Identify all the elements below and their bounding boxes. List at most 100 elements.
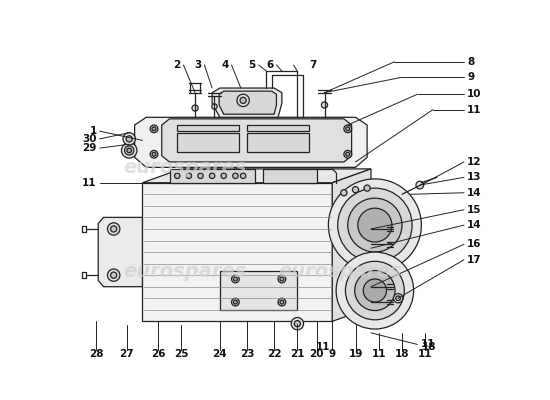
Polygon shape bbox=[162, 119, 351, 162]
Text: 15: 15 bbox=[467, 205, 482, 215]
Circle shape bbox=[353, 186, 359, 193]
Polygon shape bbox=[142, 169, 371, 183]
Bar bbox=[169, 169, 255, 183]
Text: 14: 14 bbox=[467, 220, 482, 230]
Circle shape bbox=[122, 143, 137, 158]
Text: 13: 13 bbox=[467, 172, 482, 182]
Circle shape bbox=[232, 298, 239, 306]
Text: 26: 26 bbox=[151, 349, 165, 359]
Circle shape bbox=[192, 105, 198, 111]
Text: 9: 9 bbox=[329, 349, 336, 359]
Text: 23: 23 bbox=[240, 349, 254, 359]
Text: 7: 7 bbox=[309, 60, 316, 70]
Circle shape bbox=[221, 173, 227, 178]
Circle shape bbox=[280, 300, 284, 304]
Circle shape bbox=[278, 298, 286, 306]
Polygon shape bbox=[177, 133, 239, 152]
Text: 21: 21 bbox=[290, 349, 305, 359]
Text: 29: 29 bbox=[82, 143, 97, 153]
Text: 11: 11 bbox=[421, 340, 435, 350]
Circle shape bbox=[126, 136, 133, 142]
Text: 8: 8 bbox=[467, 57, 474, 67]
Text: 11: 11 bbox=[418, 349, 432, 359]
Circle shape bbox=[294, 320, 300, 327]
Circle shape bbox=[346, 127, 350, 131]
Text: 19: 19 bbox=[348, 349, 362, 359]
Circle shape bbox=[237, 94, 249, 106]
Circle shape bbox=[232, 275, 239, 283]
Circle shape bbox=[198, 173, 203, 178]
Text: 11: 11 bbox=[316, 342, 331, 352]
Text: 5: 5 bbox=[248, 60, 256, 70]
Circle shape bbox=[396, 296, 400, 300]
Text: 4: 4 bbox=[221, 60, 228, 70]
Circle shape bbox=[107, 269, 120, 281]
Circle shape bbox=[186, 173, 191, 178]
Polygon shape bbox=[98, 218, 142, 287]
Text: 18: 18 bbox=[421, 342, 436, 352]
Polygon shape bbox=[177, 125, 239, 131]
Circle shape bbox=[107, 223, 120, 235]
Circle shape bbox=[127, 148, 131, 153]
Circle shape bbox=[344, 125, 351, 133]
Circle shape bbox=[233, 173, 238, 178]
Circle shape bbox=[233, 277, 237, 281]
Polygon shape bbox=[219, 91, 277, 114]
Text: 20: 20 bbox=[310, 349, 324, 359]
Circle shape bbox=[278, 275, 286, 283]
Text: 18: 18 bbox=[395, 349, 409, 359]
Circle shape bbox=[111, 272, 117, 278]
Bar bbox=[262, 169, 317, 183]
Text: 24: 24 bbox=[212, 349, 227, 359]
Polygon shape bbox=[142, 183, 332, 321]
Circle shape bbox=[321, 102, 328, 108]
Circle shape bbox=[150, 125, 158, 133]
Circle shape bbox=[152, 127, 156, 131]
Polygon shape bbox=[247, 125, 309, 131]
Text: 28: 28 bbox=[89, 349, 103, 359]
Circle shape bbox=[210, 173, 215, 178]
Polygon shape bbox=[135, 117, 367, 167]
Circle shape bbox=[240, 173, 246, 178]
Text: 3: 3 bbox=[194, 60, 201, 70]
Circle shape bbox=[174, 173, 180, 178]
Circle shape bbox=[240, 97, 246, 104]
Text: 11: 11 bbox=[467, 105, 482, 115]
Bar bbox=[220, 271, 298, 310]
Text: 12: 12 bbox=[467, 157, 482, 167]
Circle shape bbox=[341, 190, 347, 196]
Circle shape bbox=[233, 300, 237, 304]
Circle shape bbox=[358, 208, 392, 242]
Text: 22: 22 bbox=[267, 349, 282, 359]
Circle shape bbox=[328, 179, 421, 271]
Polygon shape bbox=[247, 133, 309, 152]
Circle shape bbox=[346, 152, 350, 156]
Circle shape bbox=[150, 150, 158, 158]
Text: 14: 14 bbox=[467, 188, 482, 198]
Text: 10: 10 bbox=[467, 89, 482, 99]
Circle shape bbox=[416, 181, 424, 189]
Polygon shape bbox=[212, 88, 282, 117]
Circle shape bbox=[344, 150, 351, 158]
Text: 9: 9 bbox=[467, 72, 474, 82]
Text: 30: 30 bbox=[82, 134, 97, 144]
Circle shape bbox=[124, 146, 134, 155]
Circle shape bbox=[291, 318, 304, 330]
Text: 2: 2 bbox=[173, 60, 180, 70]
Circle shape bbox=[348, 198, 402, 252]
Circle shape bbox=[363, 279, 387, 302]
Circle shape bbox=[336, 252, 414, 329]
Circle shape bbox=[345, 261, 404, 320]
Text: eurospares: eurospares bbox=[123, 158, 246, 177]
Text: 11: 11 bbox=[371, 349, 386, 359]
Text: eurospares: eurospares bbox=[123, 262, 246, 281]
Text: 25: 25 bbox=[174, 349, 188, 359]
Text: eurospares: eurospares bbox=[278, 262, 402, 281]
Circle shape bbox=[123, 133, 135, 145]
Text: 27: 27 bbox=[119, 349, 134, 359]
Text: 1: 1 bbox=[90, 126, 97, 136]
Circle shape bbox=[338, 188, 412, 262]
Text: 16: 16 bbox=[467, 239, 482, 249]
Text: 17: 17 bbox=[467, 255, 482, 265]
Polygon shape bbox=[332, 169, 371, 321]
